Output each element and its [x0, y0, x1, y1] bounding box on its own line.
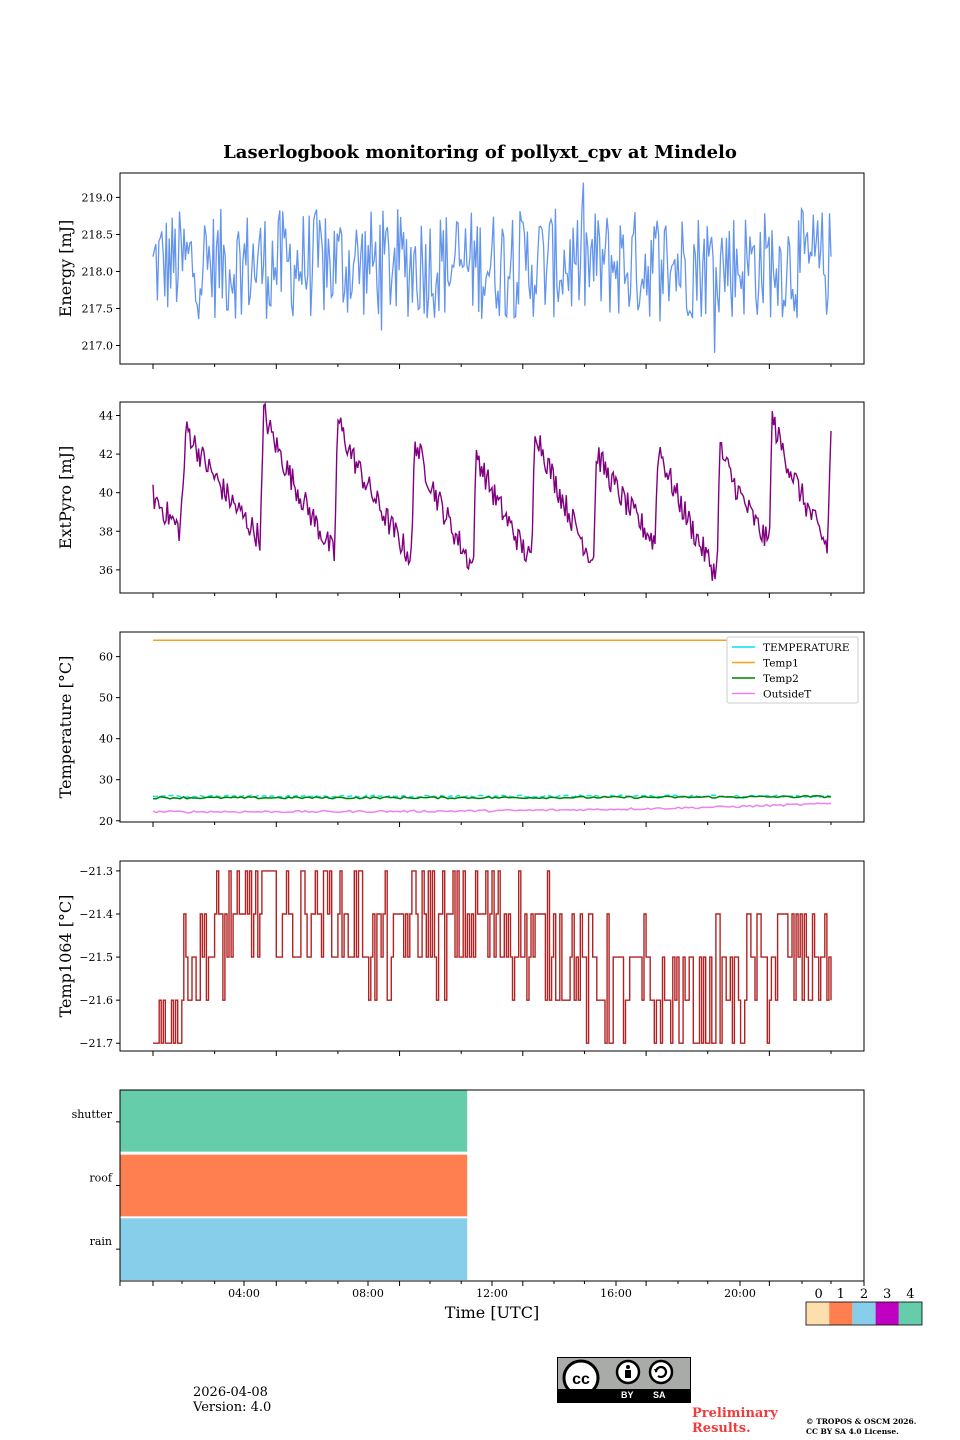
colorbar-swatch-2: [852, 1302, 876, 1325]
extpyro-ytick-label-4: 44: [99, 410, 113, 423]
copyright-line-2: CC BY SA 4.0 License.: [806, 1427, 899, 1436]
energy-ytick-label-2: 218.0: [82, 265, 114, 278]
figure-title: Laserlogbook monitoring of pollyxt_cpv a…: [223, 142, 737, 163]
colorbar-swatch-4: [898, 1302, 922, 1325]
status-bar-roof: [120, 1154, 468, 1217]
xtick-label-3: 16:00: [600, 1287, 632, 1300]
temp1064-ytick-label-2: −21.5: [79, 951, 113, 964]
colorbar-label-4: 4: [906, 1287, 914, 1302]
temperature-ytick-label-2: 40: [99, 733, 113, 746]
energy-ytick-label-0: 217.0: [82, 339, 114, 352]
colorbar-swatch-3: [875, 1302, 899, 1325]
temp1064-ytick-label-4: −21.3: [79, 865, 113, 878]
sa-share-icon: [648, 1359, 674, 1385]
temp1064-line: [153, 870, 832, 1044]
legend-label-outsidet: OutsideT: [763, 689, 811, 701]
energy-ytick-label-1: 217.5: [82, 302, 114, 315]
colorbar-label-1: 1: [837, 1287, 845, 1302]
temperature-series-temp2: [152, 795, 832, 800]
colorbar-label-3: 3: [883, 1287, 891, 1302]
extpyro-ytick-label-0: 36: [99, 564, 113, 577]
extpyro-ytick-label-2: 40: [99, 487, 113, 500]
xtick-label-1: 08:00: [352, 1287, 384, 1300]
colorbar-frame: [805, 1301, 923, 1326]
copyright-line-1: © TROPOS & OSCM 2026.: [806, 1417, 917, 1426]
energy-ytick-label-3: 218.5: [82, 228, 114, 241]
temp1064-panel-frame: [119, 860, 865, 1052]
temp1064-ylabel: Temp1064 [°C]: [56, 895, 75, 1018]
legend-label-temperature: TEMPERATURE: [763, 642, 850, 654]
extpyro-ylabel: ExtPyro [mJ]: [56, 446, 75, 549]
cc-badge-strip: BY SA: [558, 1389, 690, 1402]
footer-info: 2026-04-08 Version: 4.0: [193, 1385, 271, 1415]
status-row-label-rain: rain: [90, 1235, 112, 1248]
temperature-ytick-label-0: 20: [99, 815, 113, 828]
colorbar-label-0: 0: [814, 1287, 822, 1302]
cc-logo-text: cc: [572, 1371, 590, 1388]
energy-panel-frame: [119, 172, 865, 365]
extpyro-line: [152, 402, 832, 581]
badge-sa-label: SA: [653, 1390, 666, 1400]
extpyro-ytick-label-3: 42: [99, 448, 113, 461]
chart-panels: 217.0 217.5 218.0 218.5 219.0 Energy [mJ] 36 38…: [56, 172, 923, 1326]
temperature-legend: [726, 636, 859, 704]
status-bar-shutter: [120, 1090, 468, 1152]
legend-label-temp2: Temp2: [763, 673, 799, 685]
temp1064-ytick-label-0: −21.7: [79, 1037, 113, 1050]
temperature-series-outsidet: [152, 802, 832, 814]
colorbar-label-2: 2: [860, 1287, 868, 1302]
temp1064-ytick-label-1: −21.6: [79, 994, 113, 1007]
extpyro-ytick-label-1: 38: [99, 525, 113, 538]
xtick-label-0: 04:00: [228, 1287, 260, 1300]
xtick-label-2: 12:00: [476, 1287, 508, 1300]
badge-by-label: BY: [621, 1390, 634, 1400]
temperature-ytick-label-1: 30: [99, 774, 113, 787]
xtick-label-4: 20:00: [724, 1287, 756, 1300]
cc-badge-graphic: cc: [562, 1359, 674, 1397]
temp1064-ytick-label-3: −21.4: [79, 908, 113, 921]
colorbar-swatch-0: [806, 1302, 830, 1325]
preliminary-line-1: Preliminary: [692, 1406, 778, 1421]
status-bar-rain: [120, 1218, 468, 1280]
preliminary-line-2: Results.: [692, 1421, 751, 1436]
status-row-label-shutter: shutter: [72, 1108, 113, 1121]
colorbar-swatch-1: [829, 1302, 853, 1325]
status-xlabel: Time [UTC]: [445, 1303, 539, 1322]
temperature-ytick-label-4: 60: [99, 651, 113, 664]
extpyro-panel-frame: [119, 401, 865, 594]
footer-date: 2026-04-08: [193, 1385, 268, 1400]
copyright-note: © TROPOS & OSCM 2026. CC BY SA 4.0 Licen…: [806, 1417, 916, 1437]
status-row-label-roof: roof: [89, 1172, 113, 1185]
energy-ylabel: Energy [mJ]: [56, 220, 75, 318]
temperature-panel-frame: [119, 631, 865, 823]
energy-line: [152, 182, 832, 353]
legend-label-temp1: Temp1: [763, 658, 799, 670]
temperature-series-temperature: [152, 794, 832, 799]
cc-license-badge[interactable]: cc BY SA: [557, 1357, 691, 1403]
energy-ytick-label-4: 219.0: [82, 191, 114, 204]
preliminary-note: Preliminary Results.: [692, 1406, 778, 1436]
footer-version: Version: 4.0: [193, 1400, 272, 1415]
temperature-ylabel: Temperature [°C]: [56, 656, 75, 799]
temperature-ytick-label-3: 50: [99, 692, 113, 705]
